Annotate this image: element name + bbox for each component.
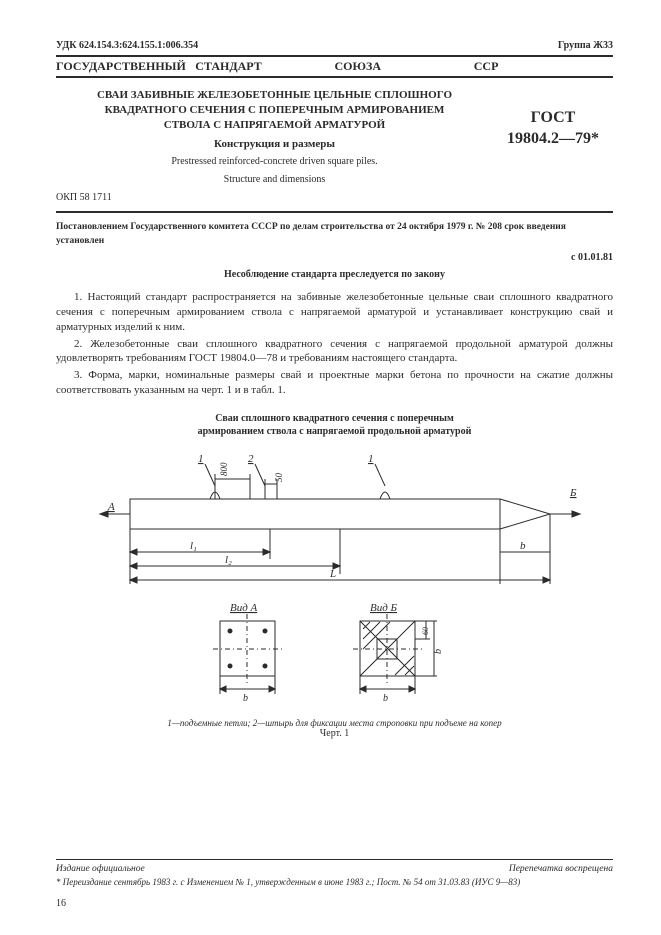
para-3: 3. Форма, марки, номинальные размеры сва… (56, 368, 613, 398)
bar-t4: ССР (474, 59, 613, 74)
title-block: СВАИ ЗАБИВНЫЕ ЖЕЛЕЗОБЕТОННЫЕ ЦЕЛЬНЫЕ СПЛ… (56, 88, 613, 186)
figure-number: Черт. 1 (56, 728, 613, 739)
footer-note: * Переиздание сентябрь 1983 г. с Изменен… (56, 877, 613, 889)
standard-bar: ГОСУДАРСТВЕННЫЙ СТАНДАРТ СОЮЗА ССР (56, 55, 613, 78)
para-2: 2. Железобетонные сваи сплошного квадрат… (56, 337, 613, 367)
title-sub: Конструкция и размеры (66, 137, 483, 152)
svg-text:1: 1 (368, 453, 374, 465)
svg-text:b: b (520, 540, 526, 552)
figure-note: 1—подъемные петли; 2—штырь для фиксации … (56, 718, 613, 728)
footer-right: Перепечатка воспрещена (509, 864, 613, 874)
law-warning: Несоблюдение стандарта преследуется по з… (56, 269, 613, 280)
rule-1 (56, 211, 613, 213)
title-l3: СТВОЛА С НАПРЯГАЕМОЙ АРМАТУРОЙ (66, 118, 483, 133)
svg-text:800: 800 (219, 462, 229, 476)
footer-left: Издание официальное (56, 864, 145, 874)
group: Группа Ж33 (558, 40, 613, 51)
figcap-l2: армированием ствола с напрягаемой продол… (56, 425, 613, 438)
svg-text:Вид А: Вид А (230, 602, 258, 614)
svg-text:1: 1 (198, 453, 204, 465)
svg-text:L: L (329, 568, 336, 580)
udk-row: УДК 624.154.3:624.155.1:006.354 Группа Ж… (56, 40, 613, 51)
svg-text:b: b (433, 649, 444, 654)
title-eng1: Prestressed reinforced-concrete driven s… (66, 155, 483, 169)
svg-text:А: А (107, 501, 115, 513)
effective-date: с 01.01.81 (56, 252, 613, 263)
page-number: 16 (56, 898, 66, 909)
svg-text:l₂: l₂ (225, 554, 232, 566)
bar-t3: СОЮЗА (335, 59, 474, 74)
title-l1: СВАИ ЗАБИВНЫЕ ЖЕЛЕЗОБЕТОННЫЕ ЦЕЛЬНЫЕ СПЛ… (66, 88, 483, 103)
title-left: СВАИ ЗАБИВНЫЕ ЖЕЛЕЗОБЕТОННЫЕ ЦЕЛЬНЫЕ СПЛ… (56, 88, 493, 186)
svg-text:b: b (383, 693, 388, 704)
svg-text:Б: Б (569, 487, 577, 499)
section-views: Вид А Вид Б (185, 599, 485, 714)
figure-caption: Сваи сплошного квадратного сечения с поп… (56, 412, 613, 438)
svg-text:60: 60 (421, 627, 430, 635)
body-text: 1. Настоящий стандарт распространяется н… (56, 290, 613, 398)
title-l2: КВАДРАТНОГО СЕЧЕНИЯ С ПОПЕРЕЧНЫМ АРМИРОВ… (66, 103, 483, 118)
gost-l1: ГОСТ (493, 108, 613, 129)
main-diagram: А Б 1 2 1 800 50 l₁ l₂ L b (80, 444, 590, 599)
gost-number: ГОСТ 19804.2—79* (493, 88, 613, 186)
title-eng2: Structure and dimensions (66, 173, 483, 187)
okp: ОКП 58 1711 (56, 192, 613, 203)
svg-text:l₁: l₁ (190, 540, 197, 552)
svg-text:2: 2 (248, 453, 254, 465)
svg-text:50: 50 (274, 472, 284, 482)
udk: УДК 624.154.3:624.155.1:006.354 (56, 40, 198, 51)
svg-text:Вид Б: Вид Б (370, 602, 398, 614)
bar-t1: ГОСУДАРСТВЕННЫЙ (56, 59, 195, 74)
para-1: 1. Настоящий стандарт распространяется н… (56, 290, 613, 335)
svg-text:b: b (243, 693, 248, 704)
footer-rule (56, 859, 613, 860)
figcap-l1: Сваи сплошного квадратного сечения с поп… (56, 412, 613, 425)
bar-t2: СТАНДАРТ (195, 59, 334, 74)
page: УДК 624.154.3:624.155.1:006.354 Группа Ж… (0, 0, 661, 935)
footer: Издание официальное Перепечатка воспреще… (56, 857, 613, 889)
postanovlenie: Постановлением Государственного комитета… (56, 221, 613, 248)
gost-l2: 19804.2—79* (493, 129, 613, 150)
